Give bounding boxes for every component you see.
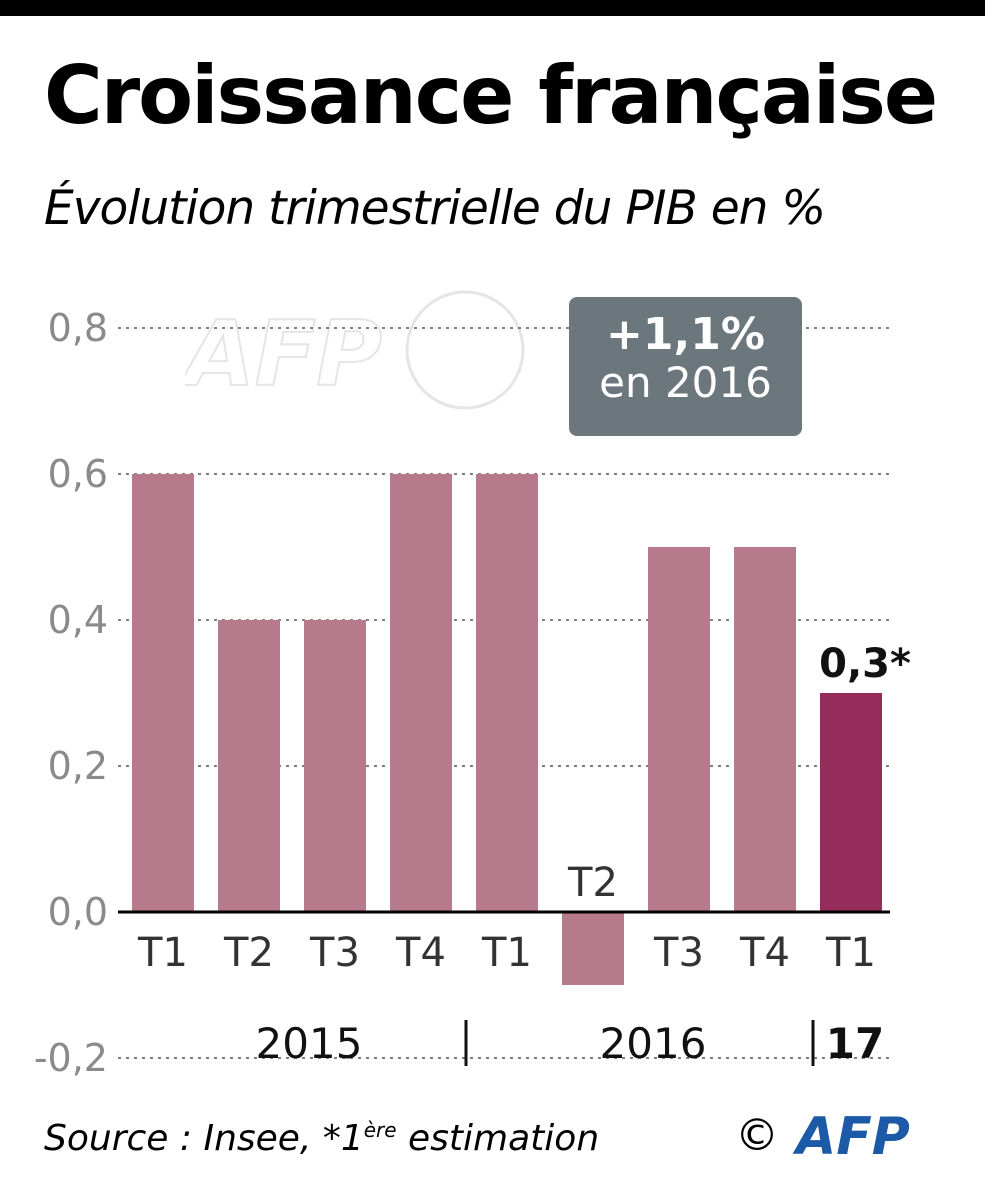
bar: [390, 474, 452, 912]
y-tick-label: 0,4: [48, 598, 108, 642]
source-note: Source : Insee, *1ère estimation: [44, 1118, 599, 1159]
afp-logo: AFP: [792, 1108, 910, 1160]
x-tick-label: T1: [137, 930, 188, 976]
y-tick-label: 0,6: [48, 452, 108, 496]
year-label: 2015: [256, 1019, 363, 1068]
bar: [218, 620, 280, 912]
callout-value: +1,1%: [606, 309, 765, 360]
source-suffix: estimation: [396, 1118, 600, 1159]
callout-label: en 2016: [599, 358, 772, 408]
chart-title: Croissance française: [44, 49, 938, 142]
x-tick-label: T4: [739, 930, 790, 976]
afp-logo-text: AFP: [792, 1108, 910, 1160]
bar: [734, 547, 796, 912]
source-superscript: ère: [363, 1118, 397, 1142]
bar: [476, 474, 538, 912]
x-tick-label: T2: [567, 860, 618, 906]
x-tick-label: T3: [653, 930, 704, 976]
chart-subtitle: Évolution trimestrielle du PIB en %: [44, 181, 826, 236]
svg-text:AFP: AFP: [185, 302, 382, 407]
x-tick-label: T3: [309, 930, 360, 976]
top-rule: [0, 0, 985, 16]
bar-value-label: 0,3*: [819, 641, 911, 687]
y-tick-label: 0,2: [48, 744, 108, 788]
x-tick-label: T2: [223, 930, 274, 976]
bar: [648, 547, 710, 912]
bar-chart: -0,2 0,0 0,2 0,4 0,6 0,8 T1 T2 T3 T4 T1 T2 T3 T4 T1 0,3…: [34, 306, 911, 1080]
x-tick-label: T1: [825, 930, 876, 976]
afp-watermark: AFP: [185, 290, 525, 410]
annual-growth-callout: +1,1% en 2016: [569, 297, 802, 436]
bar: [132, 474, 194, 912]
bar: [562, 912, 624, 985]
y-tick-label: -0,2: [34, 1036, 108, 1080]
bar: [304, 620, 366, 912]
x-tick-label: T1: [481, 930, 532, 976]
year-label: 17: [826, 1019, 884, 1068]
x-tick-label: T4: [395, 930, 446, 976]
y-tick-label: 0,8: [48, 306, 108, 350]
source-prefix: Source : Insee, *1: [44, 1118, 364, 1159]
bar: [820, 693, 882, 912]
year-label: 2016: [600, 1019, 707, 1068]
copyright-symbol: ©: [735, 1110, 779, 1161]
y-tick-label: 0,0: [48, 890, 108, 934]
